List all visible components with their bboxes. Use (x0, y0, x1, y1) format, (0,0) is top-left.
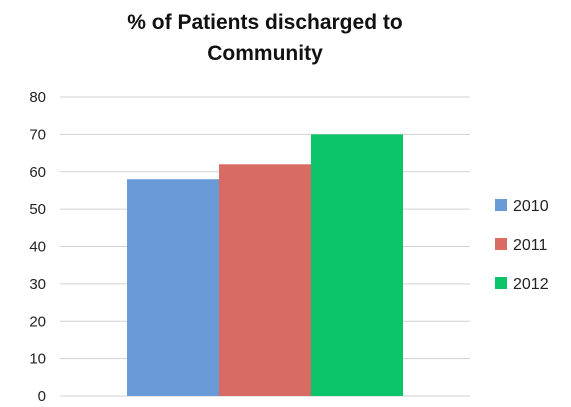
y-tick-label-0: 0 (38, 388, 46, 405)
legend-swatch-2010 (495, 199, 507, 211)
bar-2012 (311, 134, 403, 396)
bar-2011 (219, 164, 311, 396)
legend-label-2010: 2010 (513, 198, 549, 215)
chart-title-line-1: % of Patients discharged to (127, 11, 403, 34)
y-tick-label-50: 50 (29, 201, 46, 218)
y-tick-label-20: 20 (29, 313, 46, 330)
y-tick-label-30: 30 (29, 276, 46, 293)
legend-label-2012: 2012 (513, 276, 549, 293)
legend-swatch-2012 (495, 277, 507, 289)
legend-swatch-2011 (495, 238, 507, 250)
y-tick-label-70: 70 (29, 126, 46, 143)
y-tick-label-10: 10 (29, 351, 46, 368)
legend-label-2011: 2011 (513, 237, 548, 254)
y-tick-label-60: 60 (29, 164, 46, 181)
y-tick-label-80: 80 (29, 89, 46, 106)
y-tick-label-40: 40 (29, 239, 46, 256)
chart-title-line-2: Community (207, 42, 323, 65)
bar-2010 (127, 179, 219, 396)
